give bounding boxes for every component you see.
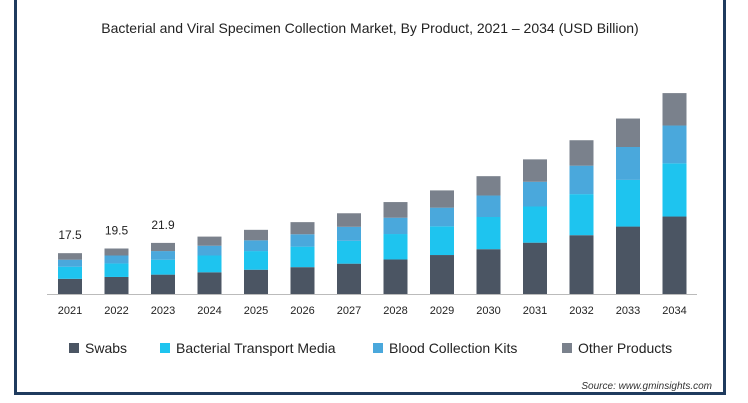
bar-segment-other-products-2030 xyxy=(476,176,501,196)
legend-swatch-bacterial-transport-media xyxy=(160,343,170,353)
bar-segment-swabs-2023 xyxy=(151,274,175,294)
x-axis-ticks: 2021 2022 2023 2024 2025 2026 2027 2028 2029 2030… xyxy=(58,305,687,317)
bar-segment-other-products-2022 xyxy=(104,248,129,256)
bar-segment-blood-collection-kits-2023 xyxy=(151,251,175,260)
bar-segment-bacterial-transport-media-2023 xyxy=(151,259,175,275)
bar-segment-other-products-2034 xyxy=(662,93,687,126)
bar-segment-other-products-2024 xyxy=(197,236,222,246)
bar-segment-swabs-2032 xyxy=(569,235,594,294)
bar-segment-bacterial-transport-media-2028 xyxy=(383,234,408,260)
x-tick-label: 2022 xyxy=(104,305,128,317)
bar-segment-bacterial-transport-media-2027 xyxy=(337,240,361,264)
bar-segment-other-products-2031 xyxy=(523,159,547,182)
chart-frame: Bacterial and Viral Specimen Collection … xyxy=(14,0,726,395)
bar-segment-blood-collection-kits-2034 xyxy=(662,125,687,164)
bar-segment-swabs-2034 xyxy=(662,216,687,294)
bar-segment-bacterial-transport-media-2030 xyxy=(476,217,501,250)
chart-svg: Bacterial and Viral Specimen Collection … xyxy=(47,20,712,392)
bar-segment-bacterial-transport-media-2021 xyxy=(58,266,82,279)
bar-segment-bacterial-transport-media-2031 xyxy=(523,206,547,243)
bar-segment-other-products-2025 xyxy=(244,229,268,241)
bar-segment-blood-collection-kits-2032 xyxy=(569,165,594,195)
bar-segment-other-products-2028 xyxy=(383,202,408,218)
bar-segment-bacterial-transport-media-2024 xyxy=(197,255,222,273)
bar-segment-other-products-2027 xyxy=(337,213,361,227)
bar-segment-blood-collection-kits-2021 xyxy=(58,259,82,267)
data-label-2023: 21.9 xyxy=(151,218,175,232)
bar-segment-other-products-2033 xyxy=(616,118,640,147)
bar-segment-swabs-2026 xyxy=(290,267,315,294)
legend-swatch-blood-collection-kits xyxy=(373,343,383,353)
bar-segment-swabs-2027 xyxy=(337,263,361,294)
bar-segment-blood-collection-kits-2029 xyxy=(430,207,454,227)
x-tick-label: 2026 xyxy=(290,305,314,317)
bar-segment-bacterial-transport-media-2022 xyxy=(104,263,129,277)
bar-segment-bacterial-transport-media-2032 xyxy=(569,194,594,236)
legend-label-bacterial-transport-media: Bacterial Transport Media xyxy=(176,340,336,356)
bar-segment-bacterial-transport-media-2025 xyxy=(244,251,268,270)
x-tick-label: 2024 xyxy=(197,305,221,317)
x-tick-label: 2030 xyxy=(476,305,500,317)
x-tick-label: 2021 xyxy=(58,305,82,317)
bar-segment-swabs-2022 xyxy=(104,276,129,294)
data-labels: 17.5 19.5 21.9 xyxy=(58,218,175,242)
bar-segment-blood-collection-kits-2024 xyxy=(197,245,222,256)
x-tick-label: 2031 xyxy=(523,305,547,317)
bar-segment-swabs-2031 xyxy=(523,242,547,294)
legend-label-swabs: Swabs xyxy=(85,340,127,356)
data-label-2022: 19.5 xyxy=(105,224,129,238)
x-tick-label: 2033 xyxy=(616,305,640,317)
bar-segment-bacterial-transport-media-2034 xyxy=(662,163,687,217)
bar-segment-swabs-2029 xyxy=(430,255,454,294)
legend-swatch-other-products xyxy=(562,343,572,353)
x-tick-label: 2028 xyxy=(383,305,407,317)
bar-segment-other-products-2032 xyxy=(569,140,594,166)
data-label-2021: 17.5 xyxy=(58,228,82,242)
bar-segment-blood-collection-kits-2022 xyxy=(104,255,129,264)
bar-segment-other-products-2026 xyxy=(290,222,315,235)
bar-segment-bacterial-transport-media-2026 xyxy=(290,246,315,268)
bar-segment-swabs-2028 xyxy=(383,259,408,294)
bar-segment-swabs-2021 xyxy=(58,278,82,294)
chart-title: Bacterial and Viral Specimen Collection … xyxy=(101,20,638,36)
bar-segment-blood-collection-kits-2026 xyxy=(290,234,315,247)
bar-segment-blood-collection-kits-2030 xyxy=(476,195,501,217)
bar-segment-other-products-2021 xyxy=(58,253,82,260)
bar-segment-swabs-2025 xyxy=(244,269,268,294)
legend: Swabs Bacterial Transport Media Blood Coll… xyxy=(69,340,672,356)
source-note: Source: www.gminsights.com xyxy=(581,381,712,392)
legend-swatch-swabs xyxy=(69,343,79,353)
bar-segment-other-products-2029 xyxy=(430,190,454,208)
legend-label-other-products: Other Products xyxy=(578,340,672,356)
x-tick-label: 2023 xyxy=(151,305,175,317)
bar-segment-blood-collection-kits-2031 xyxy=(523,181,547,207)
bars-layer xyxy=(47,93,697,295)
bar-segment-swabs-2033 xyxy=(616,226,640,294)
bar-segment-blood-collection-kits-2025 xyxy=(244,240,268,252)
bar-segment-bacterial-transport-media-2029 xyxy=(430,226,454,256)
bar-segment-swabs-2024 xyxy=(197,272,222,294)
bar-segment-blood-collection-kits-2033 xyxy=(616,147,640,180)
x-tick-label: 2029 xyxy=(430,305,454,317)
x-tick-label: 2032 xyxy=(569,305,593,317)
legend-label-blood-collection-kits: Blood Collection Kits xyxy=(389,340,517,356)
bar-segment-bacterial-transport-media-2033 xyxy=(616,179,640,227)
x-tick-label: 2025 xyxy=(244,305,268,317)
bar-segment-blood-collection-kits-2027 xyxy=(337,226,361,241)
x-tick-label: 2027 xyxy=(337,305,361,317)
x-tick-label: 2034 xyxy=(662,305,686,317)
bar-segment-blood-collection-kits-2028 xyxy=(383,217,408,235)
bar-segment-other-products-2023 xyxy=(151,242,175,252)
bar-segment-swabs-2030 xyxy=(476,249,501,294)
